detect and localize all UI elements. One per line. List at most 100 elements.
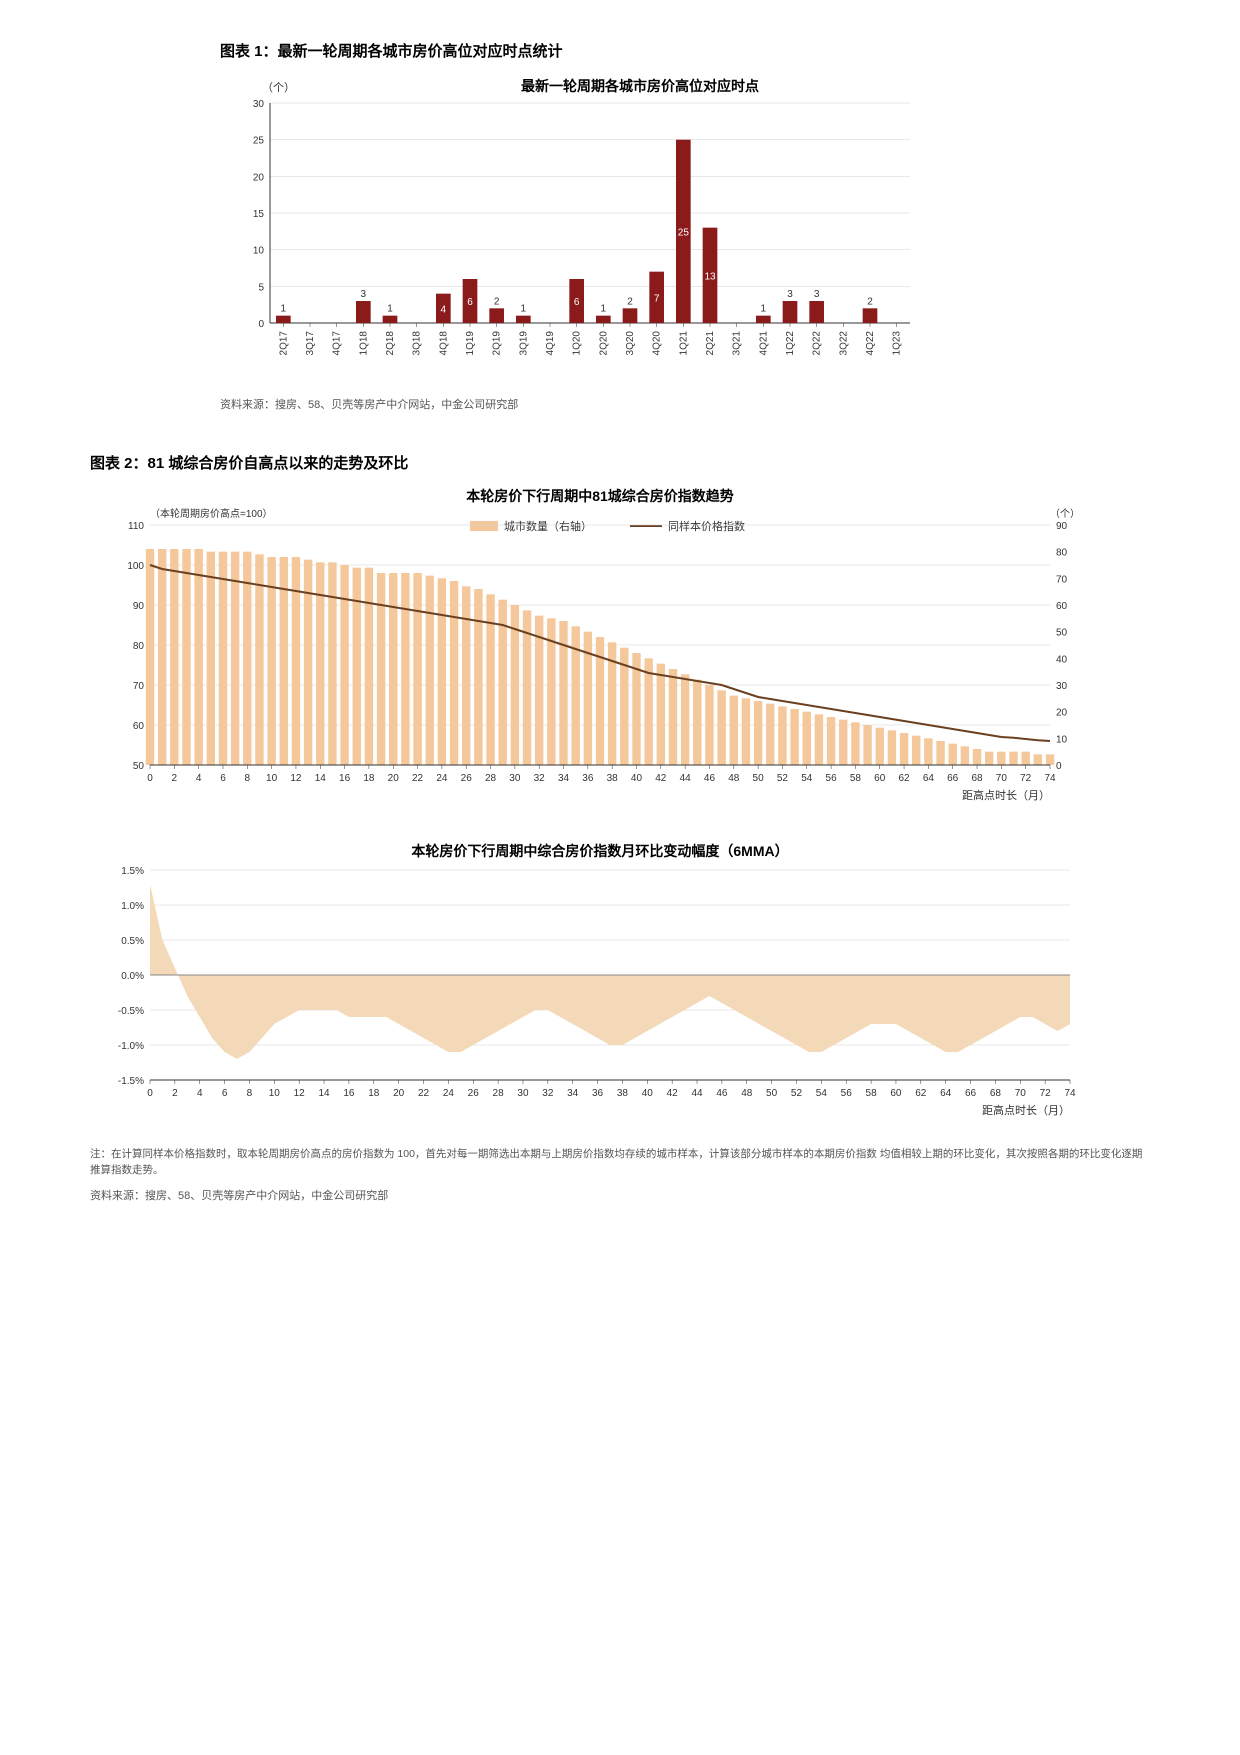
svg-text:10: 10 xyxy=(253,246,265,257)
svg-text:52: 52 xyxy=(791,1088,803,1099)
svg-text:16: 16 xyxy=(339,773,351,784)
svg-text:1: 1 xyxy=(601,304,607,315)
svg-text:20: 20 xyxy=(388,773,400,784)
svg-text:2Q17: 2Q17 xyxy=(278,331,289,356)
chart2b-svg: 本轮房价下行周期中综合房价指数月环比变动幅度（6MMA）-1.5%-1.0%-0… xyxy=(90,840,1110,1130)
svg-text:62: 62 xyxy=(898,773,910,784)
svg-text:1: 1 xyxy=(521,304,527,315)
svg-text:4: 4 xyxy=(197,1088,203,1099)
chart1-svg: （个）最新一轮周期各城市房价高位对应时点05101520253012Q173Q1… xyxy=(220,73,920,383)
svg-text:1Q23: 1Q23 xyxy=(892,331,903,356)
chart1-source: 资料来源：搜房、58、贝壳等房产中介网站，中金公司研究部 xyxy=(220,396,1150,412)
svg-text:44: 44 xyxy=(680,773,692,784)
svg-text:6: 6 xyxy=(467,297,473,308)
svg-text:2Q22: 2Q22 xyxy=(812,331,823,356)
svg-text:2: 2 xyxy=(494,296,500,307)
chart2-source: 资料来源：搜房、58、贝壳等房产中介网站，中金公司研究部 xyxy=(90,1187,1150,1203)
svg-text:30: 30 xyxy=(1056,681,1068,692)
svg-text:62: 62 xyxy=(915,1088,927,1099)
svg-text:68: 68 xyxy=(990,1088,1002,1099)
svg-text:54: 54 xyxy=(816,1088,828,1099)
svg-text:14: 14 xyxy=(318,1088,330,1099)
svg-text:100: 100 xyxy=(127,561,144,572)
svg-text:-0.5%: -0.5% xyxy=(118,1006,144,1017)
svg-text:3Q19: 3Q19 xyxy=(518,331,529,356)
svg-text:66: 66 xyxy=(947,773,959,784)
svg-text:26: 26 xyxy=(461,773,473,784)
svg-text:0: 0 xyxy=(147,773,153,784)
svg-text:1: 1 xyxy=(387,304,393,315)
svg-text:34: 34 xyxy=(558,773,570,784)
svg-text:36: 36 xyxy=(592,1088,604,1099)
svg-text:2: 2 xyxy=(867,296,873,307)
svg-text:本轮房价下行周期中综合房价指数月环比变动幅度（6MMA）: 本轮房价下行周期中综合房价指数月环比变动幅度（6MMA） xyxy=(411,843,788,859)
svg-text:1.5%: 1.5% xyxy=(121,866,144,877)
svg-text:12: 12 xyxy=(290,773,302,784)
svg-text:24: 24 xyxy=(443,1088,455,1099)
svg-text:0: 0 xyxy=(1056,761,1062,772)
svg-text:40: 40 xyxy=(642,1088,654,1099)
svg-text:70: 70 xyxy=(1056,574,1068,585)
svg-text:同样本价格指数: 同样本价格指数 xyxy=(668,519,745,533)
svg-text:距高点时长（月）: 距高点时长（月） xyxy=(962,788,1050,802)
svg-text:72: 72 xyxy=(1020,773,1032,784)
svg-text:60: 60 xyxy=(890,1088,902,1099)
svg-text:72: 72 xyxy=(1040,1088,1052,1099)
svg-text:60: 60 xyxy=(1056,601,1068,612)
svg-text:52: 52 xyxy=(777,773,789,784)
svg-text:32: 32 xyxy=(542,1088,554,1099)
svg-text:22: 22 xyxy=(418,1088,430,1099)
svg-text:50: 50 xyxy=(133,761,145,772)
svg-text:1Q20: 1Q20 xyxy=(572,331,583,356)
svg-text:30: 30 xyxy=(517,1088,529,1099)
svg-text:1: 1 xyxy=(761,304,767,315)
svg-text:30: 30 xyxy=(509,773,521,784)
svg-text:50: 50 xyxy=(753,773,765,784)
svg-text:64: 64 xyxy=(940,1088,952,1099)
svg-text:32: 32 xyxy=(534,773,546,784)
chart1-caption: 图表 1：最新一轮周期各城市房价高位对应时点统计 xyxy=(220,40,1150,61)
svg-text:38: 38 xyxy=(607,773,619,784)
svg-text:44: 44 xyxy=(691,1088,703,1099)
svg-text:0.5%: 0.5% xyxy=(121,936,144,947)
svg-text:2: 2 xyxy=(627,296,633,307)
svg-text:8: 8 xyxy=(247,1088,253,1099)
svg-text:90: 90 xyxy=(133,601,145,612)
svg-text:38: 38 xyxy=(617,1088,629,1099)
svg-text:4Q17: 4Q17 xyxy=(332,331,343,356)
svg-text:7: 7 xyxy=(654,293,660,304)
svg-text:3: 3 xyxy=(814,289,820,300)
svg-text:2Q20: 2Q20 xyxy=(598,331,609,356)
svg-text:4Q19: 4Q19 xyxy=(545,331,556,356)
svg-text:2: 2 xyxy=(172,773,178,784)
chart2a-svg: 本轮房价下行周期中81城综合房价指数趋势（本轮周期房价高点=100）（个）城市数… xyxy=(90,485,1110,815)
svg-text:2Q21: 2Q21 xyxy=(705,331,716,356)
svg-text:110: 110 xyxy=(128,521,144,532)
svg-text:6: 6 xyxy=(222,1088,228,1099)
svg-text:10: 10 xyxy=(269,1088,281,1099)
svg-text:70: 70 xyxy=(1015,1088,1027,1099)
svg-text:0: 0 xyxy=(147,1088,153,1099)
svg-text:46: 46 xyxy=(716,1088,728,1099)
svg-text:13: 13 xyxy=(704,271,716,282)
svg-text:26: 26 xyxy=(468,1088,480,1099)
svg-text:1Q22: 1Q22 xyxy=(785,331,796,356)
svg-text:1Q19: 1Q19 xyxy=(465,331,476,356)
svg-text:4: 4 xyxy=(196,773,202,784)
svg-text:46: 46 xyxy=(704,773,716,784)
svg-text:20: 20 xyxy=(1056,708,1068,719)
svg-text:2Q19: 2Q19 xyxy=(492,331,503,356)
svg-text:40: 40 xyxy=(1056,654,1068,665)
svg-text:20: 20 xyxy=(253,172,265,183)
svg-text:66: 66 xyxy=(965,1088,977,1099)
svg-text:2Q18: 2Q18 xyxy=(385,331,396,356)
svg-text:80: 80 xyxy=(133,641,145,652)
svg-text:34: 34 xyxy=(567,1088,579,1099)
svg-text:30: 30 xyxy=(253,99,265,110)
svg-text:68: 68 xyxy=(971,773,983,784)
svg-text:28: 28 xyxy=(493,1088,505,1099)
svg-text:50: 50 xyxy=(766,1088,778,1099)
svg-text:4Q21: 4Q21 xyxy=(758,331,769,356)
svg-text:1: 1 xyxy=(281,304,287,315)
svg-text:3Q17: 3Q17 xyxy=(305,331,316,356)
